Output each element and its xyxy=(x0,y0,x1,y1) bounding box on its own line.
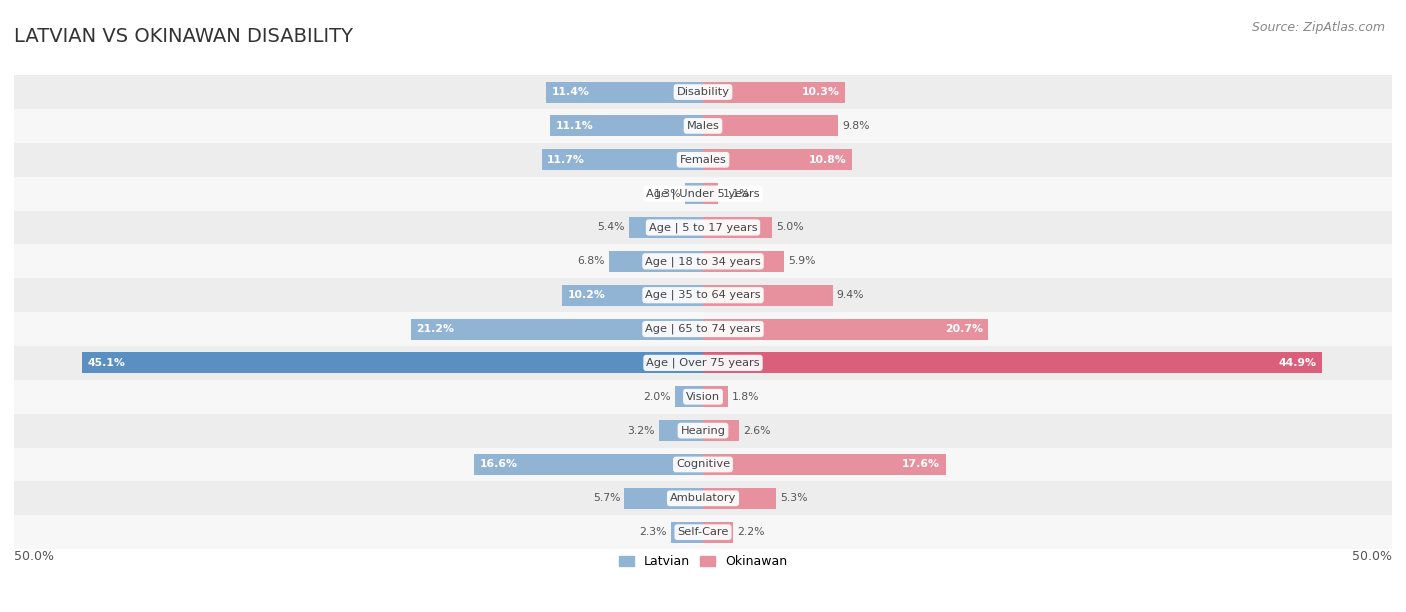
Text: 2.6%: 2.6% xyxy=(742,425,770,436)
Bar xyxy=(546,81,703,103)
Bar xyxy=(474,454,703,475)
Text: 21.2%: 21.2% xyxy=(416,324,454,334)
Bar xyxy=(14,346,1392,380)
Text: Age | Over 75 years: Age | Over 75 years xyxy=(647,357,759,368)
Text: 2.0%: 2.0% xyxy=(644,392,671,401)
Text: 11.7%: 11.7% xyxy=(547,155,585,165)
Bar xyxy=(703,251,785,272)
Bar xyxy=(411,319,703,340)
Text: Age | 18 to 34 years: Age | 18 to 34 years xyxy=(645,256,761,267)
Text: 10.3%: 10.3% xyxy=(801,87,839,97)
Text: 1.1%: 1.1% xyxy=(723,188,749,199)
Text: 50.0%: 50.0% xyxy=(14,550,53,563)
Text: Age | 5 to 17 years: Age | 5 to 17 years xyxy=(648,222,758,233)
Bar xyxy=(703,488,776,509)
Bar xyxy=(703,183,718,204)
Text: 17.6%: 17.6% xyxy=(903,460,941,469)
Text: 5.7%: 5.7% xyxy=(593,493,620,503)
Bar xyxy=(550,116,703,136)
Bar xyxy=(703,454,945,475)
Text: Age | 35 to 64 years: Age | 35 to 64 years xyxy=(645,290,761,300)
Bar xyxy=(703,285,832,305)
Bar xyxy=(675,386,703,407)
Text: 9.8%: 9.8% xyxy=(842,121,870,131)
Text: Females: Females xyxy=(679,155,727,165)
Text: 16.6%: 16.6% xyxy=(479,460,517,469)
Bar xyxy=(14,447,1392,482)
Text: 5.9%: 5.9% xyxy=(789,256,815,266)
Text: 5.0%: 5.0% xyxy=(776,223,804,233)
Text: 10.2%: 10.2% xyxy=(568,290,606,300)
Text: 2.3%: 2.3% xyxy=(640,527,668,537)
Bar xyxy=(628,217,703,238)
Text: 44.9%: 44.9% xyxy=(1278,358,1316,368)
Text: Age | 65 to 74 years: Age | 65 to 74 years xyxy=(645,324,761,334)
Bar xyxy=(14,380,1392,414)
Bar xyxy=(703,521,734,543)
Text: 6.8%: 6.8% xyxy=(578,256,605,266)
Bar xyxy=(659,420,703,441)
Text: 2.2%: 2.2% xyxy=(738,527,765,537)
Text: 11.1%: 11.1% xyxy=(555,121,593,131)
Text: Vision: Vision xyxy=(686,392,720,401)
Bar xyxy=(703,81,845,103)
Text: Cognitive: Cognitive xyxy=(676,460,730,469)
Bar xyxy=(703,319,988,340)
Text: 5.4%: 5.4% xyxy=(598,223,624,233)
Bar xyxy=(14,278,1392,312)
Text: 5.3%: 5.3% xyxy=(780,493,807,503)
Text: 20.7%: 20.7% xyxy=(945,324,983,334)
Bar xyxy=(703,420,738,441)
Bar xyxy=(14,143,1392,177)
Bar xyxy=(562,285,703,305)
Bar xyxy=(703,353,1322,373)
Bar xyxy=(14,414,1392,447)
Bar xyxy=(14,482,1392,515)
Text: 1.8%: 1.8% xyxy=(733,392,759,401)
Bar xyxy=(703,386,728,407)
Bar xyxy=(14,244,1392,278)
Text: LATVIAN VS OKINAWAN DISABILITY: LATVIAN VS OKINAWAN DISABILITY xyxy=(14,28,353,47)
Bar xyxy=(685,183,703,204)
Bar xyxy=(703,149,852,170)
Text: Hearing: Hearing xyxy=(681,425,725,436)
Text: 45.1%: 45.1% xyxy=(87,358,125,368)
Bar xyxy=(609,251,703,272)
Bar xyxy=(624,488,703,509)
Text: Males: Males xyxy=(686,121,720,131)
Bar xyxy=(14,312,1392,346)
Bar xyxy=(671,521,703,543)
Text: Age | Under 5 years: Age | Under 5 years xyxy=(647,188,759,199)
Bar xyxy=(541,149,703,170)
Text: Source: ZipAtlas.com: Source: ZipAtlas.com xyxy=(1251,21,1385,34)
Text: 11.4%: 11.4% xyxy=(551,87,589,97)
Bar xyxy=(14,211,1392,244)
Bar xyxy=(703,116,838,136)
Bar xyxy=(14,515,1392,549)
Text: 3.2%: 3.2% xyxy=(627,425,655,436)
Text: Ambulatory: Ambulatory xyxy=(669,493,737,503)
Bar xyxy=(703,217,772,238)
Bar xyxy=(14,177,1392,211)
Legend: Latvian, Okinawan: Latvian, Okinawan xyxy=(614,550,792,573)
Text: 1.3%: 1.3% xyxy=(654,188,681,199)
Text: 50.0%: 50.0% xyxy=(1353,550,1392,563)
Text: 10.8%: 10.8% xyxy=(808,155,846,165)
Text: Disability: Disability xyxy=(676,87,730,97)
Text: 9.4%: 9.4% xyxy=(837,290,865,300)
Bar xyxy=(14,75,1392,109)
Text: Self-Care: Self-Care xyxy=(678,527,728,537)
Bar xyxy=(82,353,703,373)
Bar xyxy=(14,109,1392,143)
